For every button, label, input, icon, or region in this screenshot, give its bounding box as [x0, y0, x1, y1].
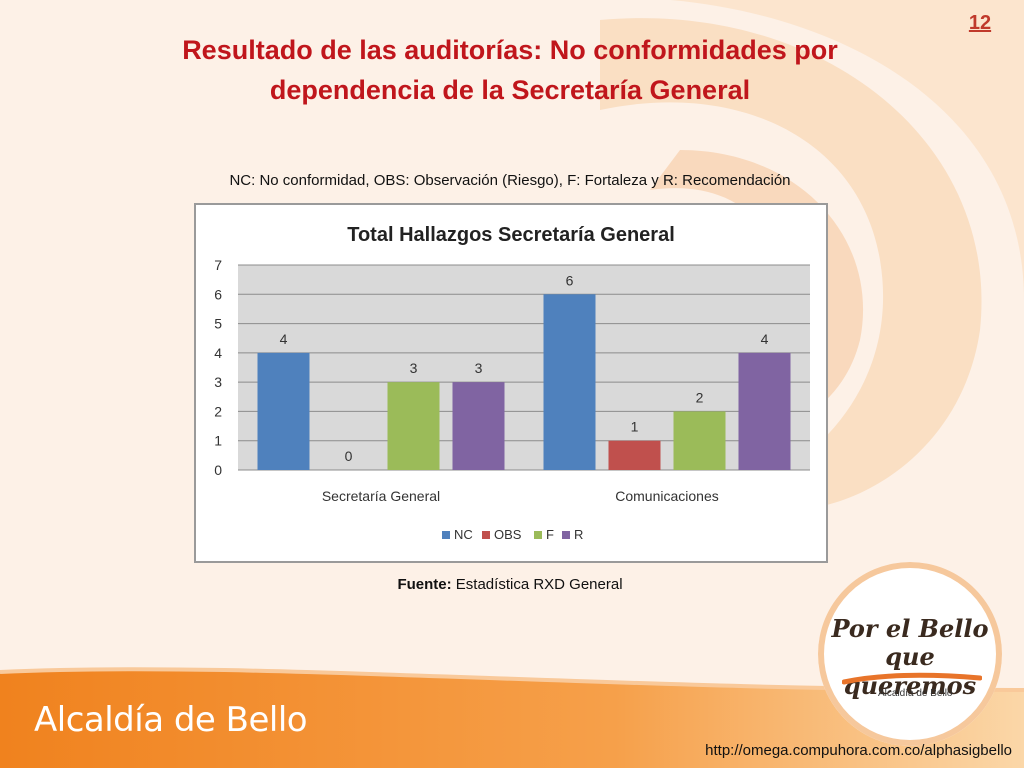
- logo-badge: Por el Bello que queremos Alcaldía de Be…: [818, 562, 1002, 746]
- y-tick-label: 4: [214, 345, 222, 361]
- footer-url[interactable]: http://omega.compuhora.com.co/alphasigbe…: [705, 742, 1012, 759]
- legend-swatch-f: [534, 531, 542, 539]
- y-tick-label: 5: [214, 316, 222, 332]
- x-category-label: Secretaría General: [322, 488, 440, 504]
- data-label: 4: [280, 331, 288, 347]
- bar-nc: [257, 352, 310, 470]
- data-label: 2: [696, 389, 704, 405]
- x-category-label: Comunicaciones: [615, 488, 719, 504]
- y-tick-label: 0: [214, 462, 222, 478]
- data-label: 3: [410, 360, 418, 376]
- legend-swatch-nc: [442, 531, 450, 539]
- data-label: 6: [566, 272, 574, 288]
- data-label: 1: [631, 419, 639, 435]
- legend-label-r: R: [574, 527, 583, 542]
- bar-chart: Total Hallazgos Secretaría General 0 1 2 3 4 5…: [214, 224, 810, 542]
- y-tick-label: 3: [214, 374, 222, 390]
- bar-f: [387, 382, 440, 470]
- bar-nc: [543, 294, 596, 470]
- source-note: Fuente: Estadística RXD General: [300, 576, 720, 593]
- bar-r: [452, 382, 505, 470]
- bar-obs: [608, 440, 661, 470]
- data-label: 3: [475, 360, 483, 376]
- footer-brand: Alcaldía de Bello: [34, 700, 308, 740]
- legend-swatch-obs: [482, 531, 490, 539]
- logo-text-line1: Por el Bello: [831, 614, 989, 643]
- page-number: 12: [968, 12, 992, 34]
- legend-swatch-r: [562, 531, 570, 539]
- y-tick-label: 1: [214, 433, 222, 449]
- legend-label-f: F: [546, 527, 554, 542]
- logo-caption: Alcaldía de Bello: [878, 688, 953, 699]
- slide-title: Resultado de las auditorías: No conformi…: [100, 30, 920, 110]
- bar-r: [738, 352, 791, 470]
- chart-title: Total Hallazgos Secretaría General: [347, 224, 675, 246]
- source-label: Fuente:: [397, 576, 452, 593]
- abbreviation-note: NC: No conformidad, OBS: Observación (Ri…: [229, 172, 791, 189]
- y-tick-label: 6: [214, 286, 222, 302]
- bar-f: [673, 411, 726, 470]
- logo-swoosh: [842, 672, 982, 685]
- source-text: Estadística RXD General: [451, 576, 623, 593]
- legend-label-obs: OBS: [494, 527, 522, 542]
- y-tick-label: 7: [214, 257, 222, 273]
- data-label: 0: [345, 448, 353, 464]
- y-tick-label: 2: [214, 403, 222, 419]
- legend-label-nc: NC: [454, 527, 473, 542]
- data-label: 4: [761, 331, 769, 347]
- slide-title-line1: Resultado de las auditorías: No conformi…: [182, 35, 838, 65]
- slide-title-line2: dependencia de la Secretaría General: [269, 75, 751, 105]
- chart-frame: Total Hallazgos Secretaría General 0 1 2 3 4 5…: [194, 203, 828, 563]
